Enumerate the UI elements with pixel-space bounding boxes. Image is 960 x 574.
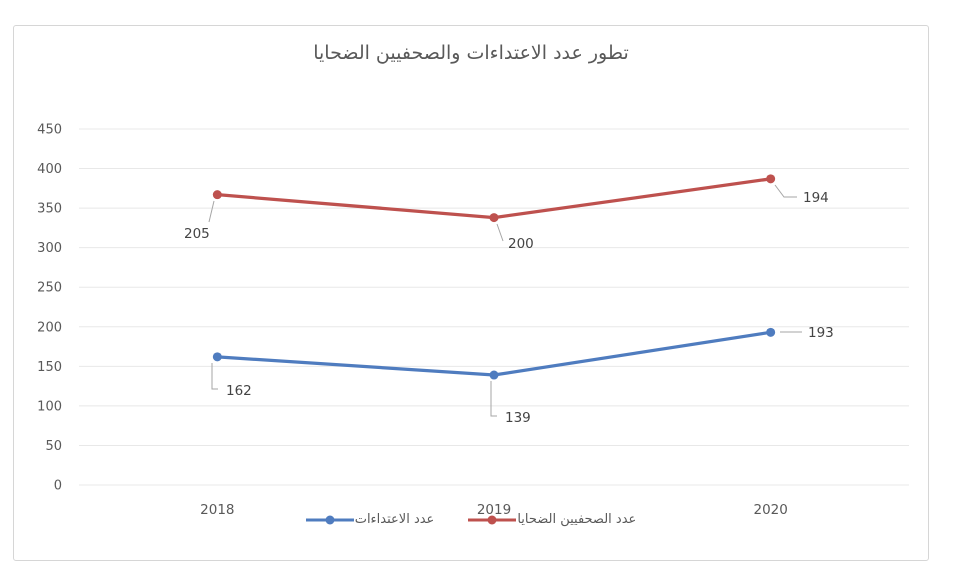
data-label-leader-line	[496, 223, 504, 242]
y-tick-label: 400	[37, 162, 62, 177]
y-tick-label: 0	[54, 479, 62, 494]
data-label: 162	[226, 383, 252, 399]
data-point	[766, 327, 776, 337]
y-tick-label: 150	[37, 360, 62, 375]
x-tick-label: 2020	[753, 502, 787, 518]
x-tick-label: 2018	[200, 502, 234, 518]
chart-title: تطور عدد الاعتداءات والصحفيين الضحايا	[313, 42, 629, 64]
data-label: 193	[808, 325, 834, 341]
data-label-leader-line	[490, 381, 497, 417]
series-line-1	[215, 177, 773, 220]
legend-line-marker-red-icon	[468, 515, 517, 524]
data-label: 194	[803, 190, 829, 206]
y-tick-label: 200	[37, 320, 62, 335]
line-chart-svg: 0 50 100 150 200 250 300 350 400 450 2018 2019 2020 1…	[37, 123, 909, 518]
data-point	[212, 352, 222, 362]
legend-label-victims: عدد الصحفيين الضحايا	[517, 512, 637, 527]
data-label-leader-line	[774, 184, 797, 198]
data-point	[489, 213, 499, 223]
y-tick-label: 450	[37, 123, 62, 138]
legend-item-attacks: عدد الاعتداءات	[305, 512, 435, 527]
y-tick-label: 100	[37, 399, 62, 414]
data-point	[212, 190, 222, 200]
chart-container: تطور عدد الاعتداءات والصحفيين الضحايا 0 5…	[13, 25, 929, 561]
data-point	[489, 370, 499, 380]
y-tick-label: 250	[37, 281, 62, 296]
y-tick-label: 300	[37, 241, 62, 256]
legend-label-attacks: عدد الاعتداءات	[354, 512, 435, 527]
legend-line-marker-blue-icon	[305, 515, 354, 524]
legend: عدد الاعتداءات عدد الصحفيين الضحايا	[14, 513, 928, 526]
series-line-0	[215, 330, 773, 377]
data-label-leader-line	[211, 363, 218, 390]
data-label: 205	[184, 226, 210, 242]
x-tick-label: 2019	[477, 502, 511, 518]
data-point	[766, 174, 776, 184]
data-label: 200	[508, 236, 534, 252]
y-tick-label: 50	[45, 439, 62, 454]
data-label-leader-line	[208, 200, 215, 223]
data-label: 139	[505, 410, 531, 426]
y-tick-label: 350	[37, 202, 62, 217]
legend-item-victims: عدد الصحفيين الضحايا	[468, 513, 636, 526]
